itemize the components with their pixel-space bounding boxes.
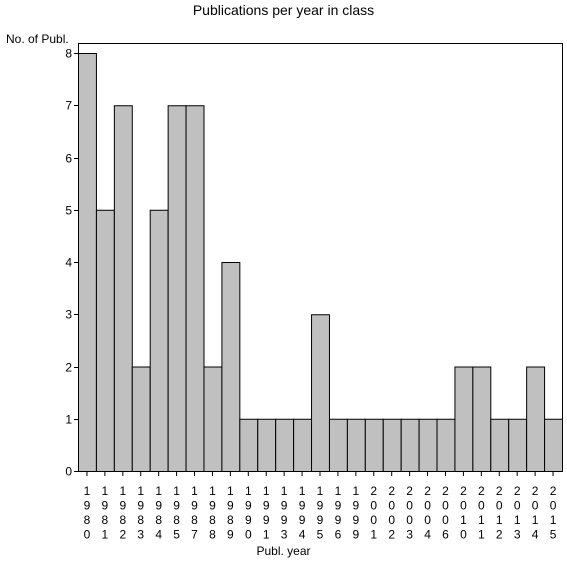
bar: [203, 366, 223, 472]
bar: [400, 418, 420, 472]
bar: [382, 418, 402, 472]
bar: [149, 209, 169, 472]
bar: [95, 209, 115, 472]
bar: [544, 418, 564, 472]
bar: [454, 366, 474, 472]
bar: [293, 418, 313, 472]
x-axis-label: Publ. year: [256, 544, 311, 558]
bar: [239, 418, 259, 472]
y-tick-label: 2: [65, 361, 72, 375]
bar: [436, 418, 456, 472]
y-tick-label: 1: [65, 413, 72, 427]
bar: [328, 418, 348, 472]
bar: [257, 418, 277, 472]
y-tick-label: 7: [65, 99, 72, 113]
y-tick-label: 4: [65, 256, 72, 270]
bar: [131, 366, 151, 472]
bar: [78, 53, 97, 472]
bar: [364, 418, 384, 472]
bar: [526, 366, 546, 472]
bar: [490, 418, 510, 472]
bar: [311, 314, 330, 472]
bar: [185, 105, 205, 472]
y-tick-label: 0: [65, 465, 72, 479]
bar: [113, 105, 133, 472]
y-tick-label: 3: [65, 308, 72, 322]
bar: [221, 262, 241, 472]
y-tick-label: 6: [65, 152, 72, 166]
y-tick-label: 5: [65, 204, 72, 218]
bar: [275, 418, 295, 472]
bar: [346, 418, 366, 472]
chart-title: Publications per year in class: [192, 2, 375, 18]
bar: [167, 105, 187, 472]
y-axis-label: No. of Publ.: [6, 32, 69, 46]
bar: [472, 366, 492, 472]
bar: [508, 418, 528, 472]
y-tick-label: 8: [65, 47, 72, 61]
bar: [418, 418, 438, 472]
